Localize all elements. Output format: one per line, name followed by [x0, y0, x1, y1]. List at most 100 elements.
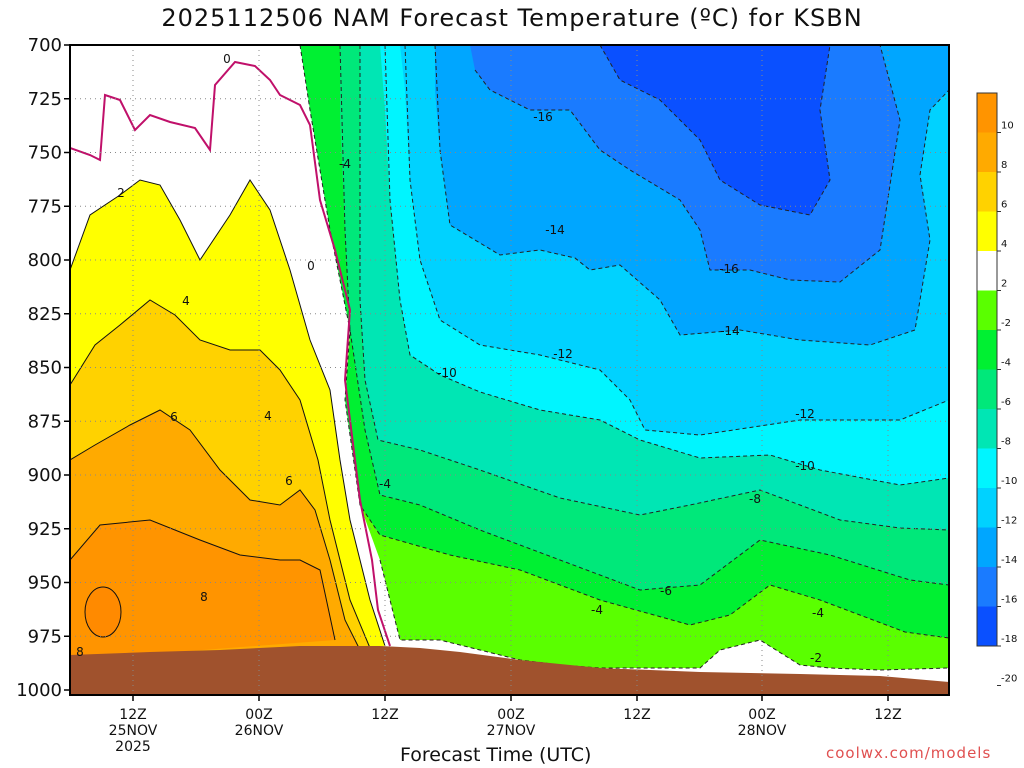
- y-tick-label: 850: [28, 358, 62, 379]
- colorbar-swatch: [977, 172, 997, 212]
- x-axis-title: Forecast Time (UTC): [400, 744, 592, 766]
- band-8-to-6: [70, 520, 335, 660]
- colorbar-tick-label: 4: [1001, 239, 1007, 250]
- colorbar-swatch: [977, 567, 997, 607]
- y-tick-label: 975: [28, 626, 62, 647]
- contour-10: [84, 586, 122, 638]
- colorbar-tick-label: -12: [1001, 516, 1017, 527]
- colorbar-tick-label: 2: [1001, 279, 1007, 290]
- contour-8: [70, 519, 336, 641]
- contour-minus-4: [299, 45, 949, 639]
- band-minus-18-to-minus-20: [600, 45, 830, 215]
- colorbar-swatch: [977, 93, 997, 133]
- contour-label: -6: [660, 584, 672, 598]
- contour-label: -10: [795, 459, 815, 473]
- y-tick-label: 825: [28, 304, 62, 325]
- x-tick-label: 12Z: [623, 707, 650, 723]
- colorbar-tick-label: 8: [1001, 160, 1007, 171]
- x-tick-label: 00Z: [748, 707, 775, 723]
- y-tick-label: 875: [28, 411, 62, 432]
- x-tick-label: 12Z: [371, 707, 398, 723]
- contour-label: -4: [339, 157, 351, 171]
- freezing-line: [70, 60, 391, 647]
- ground-terrain: [70, 646, 949, 695]
- colorbar-tick-label: -4: [1001, 358, 1011, 369]
- contour-label: 2: [117, 186, 125, 200]
- contour-label: -2: [810, 651, 822, 665]
- y-axis: 700 725 750 775 800 825 850 875 900 925 950 975 1000: [16, 35, 70, 701]
- contour-label: -14: [545, 223, 565, 237]
- contour-minus-2: [379, 559, 949, 671]
- contour-label: -4: [591, 603, 603, 617]
- colorbar-tick-label: -20: [1001, 674, 1017, 685]
- x-tick-label: 2025: [115, 739, 151, 755]
- contour-4: [70, 299, 371, 649]
- y-tick-label: 700: [28, 35, 62, 56]
- colorbar-tick-label: -10: [1001, 476, 1017, 487]
- contour-minus-10: [384, 45, 949, 486]
- temperature-field: [70, 45, 949, 695]
- contour-label: 0: [307, 259, 315, 273]
- colorbar-tick-label: -14: [1001, 555, 1017, 566]
- contour-label: 8: [200, 590, 208, 604]
- colorbar-swatch: [977, 132, 997, 173]
- contour-label: -12: [795, 407, 815, 421]
- colorbar-swatch: [977, 251, 997, 291]
- colorbar-swatch: [977, 330, 997, 370]
- contour-label: -16: [533, 110, 553, 124]
- contour-label: -10: [437, 366, 457, 380]
- contour-minus-12: [404, 45, 949, 436]
- contour-minus-14: [434, 45, 949, 346]
- y-tick-label: 775: [28, 196, 62, 217]
- grid-lines: [70, 45, 949, 695]
- colorbar-swatch: [977, 527, 997, 568]
- y-tick-label: 925: [28, 519, 62, 540]
- contour-label: 6: [170, 410, 178, 424]
- contour-label: 4: [264, 409, 272, 423]
- colorbar-tick-label: 10: [1001, 121, 1014, 132]
- x-tick-label: 27NOV: [487, 723, 536, 739]
- x-tick-label: 12Z: [119, 707, 146, 723]
- contour-minus-6: [339, 45, 949, 591]
- colorbar-tick-label: 6: [1001, 200, 1007, 211]
- contour-label: 6: [285, 474, 293, 488]
- contour-6: [70, 409, 361, 651]
- colorbar-swatch: [977, 606, 997, 647]
- contour-minus-18: [599, 45, 831, 216]
- contour-label: 0: [223, 52, 231, 66]
- y-tick-label: 750: [28, 143, 62, 164]
- colorbar-swatch: [977, 448, 997, 489]
- colorbar-swatch: [977, 290, 997, 331]
- contour-label: 4: [182, 294, 190, 308]
- colorbar-tick-label: -8: [1001, 437, 1011, 448]
- contour-label: -8: [749, 492, 761, 506]
- y-tick-label: 800: [28, 250, 62, 271]
- colorbar-tick-label: -2: [1001, 318, 1011, 329]
- contour-label: -14: [720, 324, 740, 338]
- band-10-to-8: [85, 587, 121, 637]
- contour-label: -4: [379, 477, 391, 491]
- colorbar-swatch: [977, 409, 997, 449]
- credit-link[interactable]: coolwx.com/models: [826, 744, 992, 762]
- x-tick-label: 00Z: [245, 707, 272, 723]
- colorbar-tick-label: -16: [1001, 595, 1017, 606]
- contour-labels: 0 0 2 4 4 6 6 8 8 -4 -16 -14 -16 -10 -12 -14 -12 -10 -4 -8 -…: [76, 52, 824, 665]
- x-tick-label: 00Z: [497, 707, 524, 723]
- contour-label: -16: [719, 262, 739, 276]
- colorbar-tick-label: -18: [1001, 634, 1017, 645]
- contour-label: -4: [812, 606, 824, 620]
- colorbar: 10 8 6 4 2 -2 -4 -6 -8 -10 -12 -14 -16 -18 -20: [976, 92, 1017, 686]
- y-tick-label: 725: [28, 89, 62, 110]
- x-tick-label: 25NOV: [109, 723, 158, 739]
- x-tick-label: 12Z: [874, 707, 901, 723]
- colorbar-swatch: [977, 211, 997, 252]
- y-tick-label: 950: [28, 573, 62, 594]
- y-tick-label: 1000: [16, 680, 62, 701]
- x-tick-label: 26NOV: [235, 723, 284, 739]
- chart-title: 2025112506 NAM Forecast Temperature (ºC)…: [161, 4, 863, 32]
- y-tick-label: 900: [28, 465, 62, 486]
- x-tick-label: 28NOV: [738, 723, 787, 739]
- contour-minus-16: [474, 45, 901, 283]
